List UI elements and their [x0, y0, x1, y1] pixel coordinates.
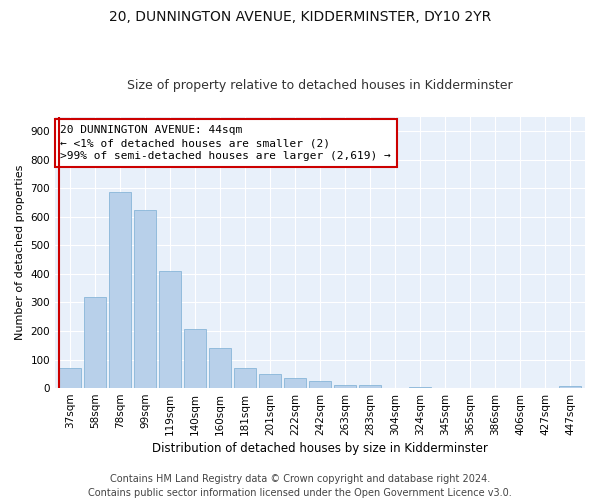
- Bar: [259, 374, 281, 388]
- Bar: [109, 192, 131, 388]
- Bar: [334, 385, 356, 388]
- Bar: [309, 381, 331, 388]
- X-axis label: Distribution of detached houses by size in Kidderminster: Distribution of detached houses by size …: [152, 442, 488, 455]
- Title: Size of property relative to detached houses in Kidderminster: Size of property relative to detached ho…: [127, 79, 513, 92]
- Bar: [209, 348, 231, 388]
- Y-axis label: Number of detached properties: Number of detached properties: [15, 164, 25, 340]
- Bar: [159, 271, 181, 388]
- Text: 20, DUNNINGTON AVENUE, KIDDERMINSTER, DY10 2YR: 20, DUNNINGTON AVENUE, KIDDERMINSTER, DY…: [109, 10, 491, 24]
- Bar: [234, 368, 256, 388]
- Bar: [559, 386, 581, 388]
- Bar: [184, 328, 206, 388]
- Bar: [359, 385, 381, 388]
- Bar: [134, 210, 156, 388]
- Text: Contains HM Land Registry data © Crown copyright and database right 2024.
Contai: Contains HM Land Registry data © Crown c…: [88, 474, 512, 498]
- Bar: [59, 368, 81, 388]
- Bar: [284, 378, 306, 388]
- Text: 20 DUNNINGTON AVENUE: 44sqm
← <1% of detached houses are smaller (2)
>99% of sem: 20 DUNNINGTON AVENUE: 44sqm ← <1% of det…: [61, 125, 391, 162]
- Bar: [409, 386, 431, 388]
- Bar: [84, 296, 106, 388]
